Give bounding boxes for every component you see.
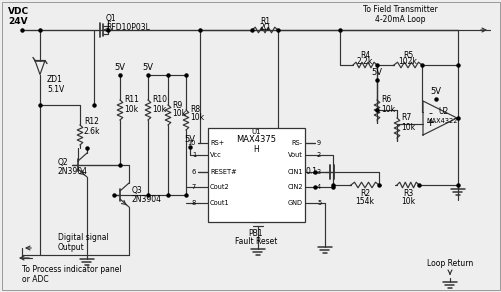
Text: PB1: PB1: [248, 229, 263, 237]
Bar: [207, 128, 305, 222]
Text: Vcc: Vcc: [209, 152, 221, 158]
Text: 1: 1: [191, 152, 195, 158]
Text: 2N3904: 2N3904: [132, 196, 162, 204]
Text: 154k: 154k: [355, 197, 374, 206]
Text: 4-20mA Loop: 4-20mA Loop: [374, 15, 424, 23]
Text: 5V: 5V: [184, 135, 195, 144]
Text: 10k: 10k: [189, 114, 204, 123]
Text: Digital signal: Digital signal: [58, 234, 109, 242]
Text: Loop Return: Loop Return: [426, 260, 472, 269]
Text: R7: R7: [400, 114, 410, 123]
Text: R8: R8: [189, 105, 200, 114]
Text: or ADC: or ADC: [22, 275, 49, 284]
Text: Q3: Q3: [132, 185, 142, 194]
Text: 6: 6: [191, 169, 195, 175]
Text: Cout2: Cout2: [209, 184, 229, 190]
Text: H: H: [253, 145, 259, 154]
Text: Fault Reset: Fault Reset: [234, 237, 277, 246]
Text: To Process indicator panel: To Process indicator panel: [22, 265, 121, 274]
Text: 2.6k: 2.6k: [84, 126, 100, 135]
Text: 5V: 5V: [371, 68, 382, 77]
Text: R5: R5: [402, 51, 412, 60]
Text: 5V: 5V: [114, 63, 125, 72]
Text: R11: R11: [124, 95, 139, 105]
Text: 3: 3: [316, 169, 321, 175]
Text: 10k: 10k: [380, 105, 394, 114]
Text: 10k: 10k: [172, 110, 186, 119]
Text: -: -: [427, 108, 431, 118]
Text: RFD10P03L: RFD10P03L: [106, 23, 150, 32]
Text: R10: R10: [152, 95, 167, 105]
Text: R2: R2: [359, 190, 369, 199]
Text: GND: GND: [288, 200, 303, 206]
Text: 8: 8: [191, 200, 195, 206]
Text: 10k: 10k: [400, 124, 414, 133]
Text: 10: 10: [187, 140, 195, 146]
Text: CIN2: CIN2: [287, 184, 303, 190]
Text: RS+: RS+: [209, 140, 224, 146]
Text: 0.1: 0.1: [306, 168, 317, 176]
Text: R6: R6: [380, 95, 390, 105]
Text: 2Ω: 2Ω: [259, 22, 270, 32]
Text: +: +: [424, 118, 434, 128]
Text: RS-: RS-: [291, 140, 303, 146]
Text: R12: R12: [84, 117, 99, 126]
Text: Q1: Q1: [106, 13, 116, 22]
Text: 5.1V: 5.1V: [47, 86, 64, 95]
Text: 2N3904: 2N3904: [58, 168, 88, 176]
Text: Vout: Vout: [288, 152, 303, 158]
Text: Cout1: Cout1: [209, 200, 229, 206]
Text: 10k: 10k: [400, 197, 414, 206]
Text: 5V: 5V: [430, 87, 440, 96]
Text: 5V: 5V: [142, 63, 153, 72]
Text: 24V: 24V: [8, 17, 28, 25]
Text: Output: Output: [58, 242, 85, 251]
Text: To Field Transmitter: To Field Transmitter: [362, 6, 436, 15]
Text: VDC: VDC: [8, 8, 29, 17]
Text: 4: 4: [316, 184, 321, 190]
Text: MAX4322: MAX4322: [425, 118, 457, 124]
Text: CIN1: CIN1: [287, 169, 303, 175]
Text: 2.2k: 2.2k: [356, 58, 372, 67]
Text: R9: R9: [172, 100, 182, 110]
Text: 2: 2: [316, 152, 321, 158]
Text: ZD1: ZD1: [47, 76, 63, 84]
Text: 5: 5: [316, 200, 321, 206]
Text: R1: R1: [260, 17, 270, 25]
Text: R4: R4: [359, 51, 369, 60]
Text: Q2: Q2: [58, 159, 69, 168]
Text: U2: U2: [438, 107, 448, 117]
Text: 10k: 10k: [152, 105, 166, 114]
Text: 102k: 102k: [398, 58, 417, 67]
Text: RESET#: RESET#: [209, 169, 236, 175]
Text: R3: R3: [402, 190, 412, 199]
Text: 10k: 10k: [124, 105, 138, 114]
Text: MAX4375: MAX4375: [236, 135, 276, 145]
Text: U1: U1: [251, 129, 261, 135]
Text: 9: 9: [316, 140, 321, 146]
Text: 7: 7: [191, 184, 195, 190]
